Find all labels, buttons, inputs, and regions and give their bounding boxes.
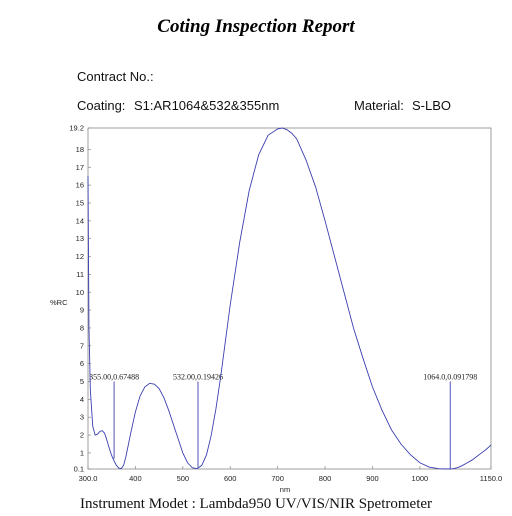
coating-value: S1:AR1064&532&355nm xyxy=(134,98,280,113)
material-value: S-LBO xyxy=(412,98,452,113)
reflectance-line xyxy=(87,127,492,470)
y-tick-label: 0.1 xyxy=(74,465,84,474)
report-title: Coting Inspection Report xyxy=(157,16,355,37)
annotation-label: 1064.0,0.091798 xyxy=(423,373,477,382)
material-label: Material: xyxy=(354,98,404,113)
y-tick-label: 11 xyxy=(76,270,84,279)
x-tick-label: 800 xyxy=(319,474,332,483)
y-tick-label: 16 xyxy=(76,181,84,190)
y-tick-label: 3 xyxy=(80,413,84,422)
y-tick-label: 8 xyxy=(80,323,84,332)
x-tick-label: 700 xyxy=(271,474,284,483)
annotation-label: 355.00,0.67488 xyxy=(89,373,139,382)
instrument-footer: Instrument Modet : Lambda950 UV/VIS/NIR … xyxy=(79,496,433,512)
y-tick-label: 17 xyxy=(76,163,84,172)
plot-frame xyxy=(87,127,492,470)
y-tick-label: 14 xyxy=(76,216,84,225)
x-axis-label: nm xyxy=(280,485,290,494)
x-tick-label: 500 xyxy=(177,474,190,483)
y-axis-label: %RC xyxy=(50,298,68,307)
y-tick-label: 7 xyxy=(80,341,84,350)
x-tick-label: 900 xyxy=(366,474,379,483)
y-tick-label: 2 xyxy=(80,431,84,440)
contract-label: Contract No.: xyxy=(77,69,154,84)
annotation-label: 532.00,0.19426 xyxy=(173,373,223,382)
x-tick-label: 600 xyxy=(224,474,237,483)
y-tick-label: 4 xyxy=(80,395,84,404)
y-tick-label: 19.2 xyxy=(69,124,84,133)
y-tick-label: 5 xyxy=(80,377,84,386)
y-tick-label: 10 xyxy=(76,288,84,297)
y-tick-label: 13 xyxy=(76,234,84,243)
series-group xyxy=(87,127,492,470)
x-tick-label: 1000 xyxy=(412,474,429,483)
coating-label: Coating: xyxy=(77,98,126,113)
y-tick-label: 18 xyxy=(76,145,84,154)
x-tick-label: 300.0 xyxy=(79,474,98,483)
y-tick-label: 9 xyxy=(80,306,84,315)
x-tick-label: 400 xyxy=(129,474,142,483)
x-axis-ticks: 300.0 400 500 600 700 800 900 1000 1150.0 xyxy=(79,466,502,483)
y-tick-label: 12 xyxy=(76,252,84,261)
y-tick-label: 15 xyxy=(76,198,84,207)
x-tick-label: 1150.0 xyxy=(480,474,502,483)
annotations-group: 355.00,0.67488 532.00,0.19426 1064.0,0.091… xyxy=(89,373,477,469)
y-tick-label: 6 xyxy=(80,359,84,368)
y-tick-label: 1 xyxy=(80,448,84,457)
